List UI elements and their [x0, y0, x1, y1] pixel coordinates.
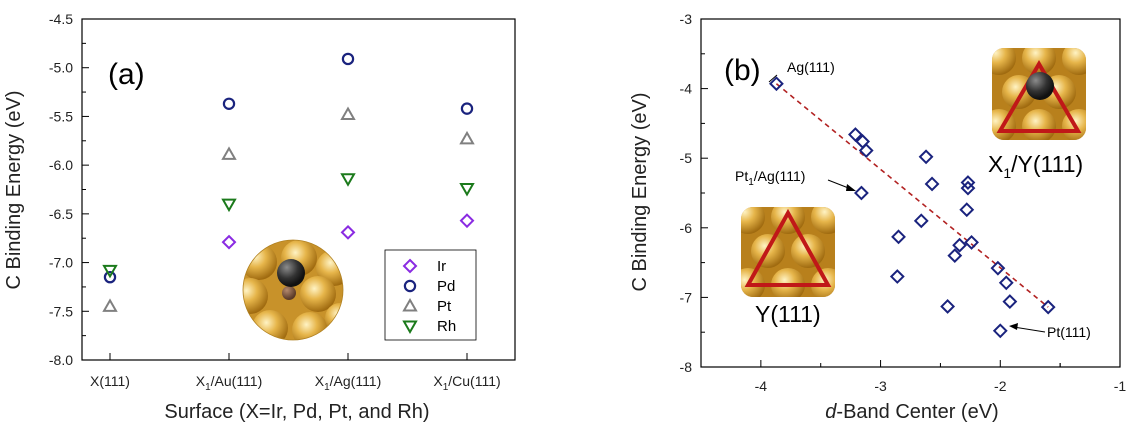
chart-a-point-ir — [459, 213, 475, 229]
chart-b-y-label: C Binding Energy (eV) — [629, 93, 651, 292]
chart-b-x-label: d-Band Center (eV) — [825, 401, 998, 423]
chart-b-x-axis: -4 -3 -2 -1 — [700, 360, 1127, 394]
chart-b-point — [940, 299, 956, 314]
chart-a-y-tick-label: -4.5 — [49, 11, 73, 27]
chart-b-inset-label-x1y: X1/Y(111) — [988, 151, 1083, 181]
chart-a-y-tick-label: -7.0 — [49, 255, 73, 271]
chart-a-y-tick-label: -5.0 — [49, 60, 73, 76]
chart-b-x-tick-label: -2 — [994, 378, 1007, 394]
chart-a-points — [102, 52, 475, 312]
chart-b-point — [998, 275, 1014, 291]
chart-b-point — [769, 76, 784, 92]
chart-b-annotation-ag111: Ag(111) — [787, 59, 835, 75]
chart-a-legend-label-ir: Ir — [437, 258, 446, 275]
chart-a-x-tick-label: X1/Cu(111) — [433, 373, 500, 393]
chart-a-point-rh — [221, 198, 237, 213]
chart-b-y-tick-label: -3 — [680, 11, 693, 27]
chart-a-x-label: Surface (X=Ir, Pd, Pt, and Rh) — [164, 401, 429, 423]
chart-a-legend-marker-pd — [403, 279, 417, 293]
chart-b-point — [891, 229, 906, 245]
chart-b-annotation-pt1ag111: Pt1/Ag(111) — [735, 168, 805, 188]
chart-a-point-pd — [460, 102, 474, 115]
chart-b-point — [947, 248, 963, 264]
chart-b-point — [848, 127, 863, 142]
chart-a-y-tick-label: -7.5 — [49, 303, 73, 319]
chart-b-x-tick-label: -4 — [755, 378, 768, 394]
chart-a-legend-label-pt: Pt — [437, 298, 452, 315]
chart-a-legend-label-pd: Pd — [437, 278, 455, 295]
chart-a-y-tick-label: -6.5 — [49, 206, 73, 222]
chart-a-legend-label-rh: Rh — [437, 318, 456, 335]
chart-b-x-tick-label: -3 — [874, 378, 887, 394]
chart-b-point — [960, 175, 976, 190]
chart-b-y-axis: -8 -7 -6 -5 -4 -3 — [680, 11, 708, 375]
chart-b-x-tick-label: -1 — [1114, 378, 1127, 394]
chart-a-y-label: C Binding Energy (eV) — [3, 91, 25, 290]
chart-a-point-rh — [459, 183, 475, 197]
chart-b-point — [918, 149, 934, 165]
chart-b-points — [769, 76, 1056, 339]
chart-b-annotation-pt1ag111-arrowhead — [846, 184, 856, 191]
chart-b-point — [924, 176, 940, 192]
chart-b-y-tick-label: -8 — [680, 359, 693, 375]
chart-b-annotation-pt111-arrowhead — [1009, 323, 1018, 330]
chart-b-point — [1040, 299, 1056, 315]
chart-a-point-pd — [103, 270, 117, 284]
chart-a: -8.0-7.5-7.0-6.5-6.0-5.5-5.0-4.5 X(111) X… — [3, 11, 516, 423]
chart-b: -8 -7 -6 -5 -4 -3 -4 -3 -2 -1 (b) C Binding Ener… — [629, 11, 1126, 423]
chart-b-inset-y — [741, 207, 835, 297]
chart-a-y-tick-label: -8.0 — [49, 352, 73, 368]
chart-a-panel-label: (a) — [108, 58, 145, 91]
chart-a-x-tick-label: X(111) — [90, 373, 130, 389]
chart-a-x-tick-label: X1/Ag(111) — [315, 373, 382, 393]
chart-a-y-axis: -8.0 -7.5 -7.0 -6.5 -6.0 -5.5 -5.0 -4.5 — [49, 11, 89, 368]
chart-b-y-tick-label: -6 — [680, 220, 693, 236]
chart-a-legend-marker-ir — [402, 258, 418, 274]
chart-a-point-ir — [221, 234, 237, 250]
chart-a-legend-marker-pt — [402, 297, 418, 312]
chart-b-y-tick-label: -4 — [680, 81, 693, 97]
chart-a-point-rh — [340, 173, 356, 187]
chart-b-point — [913, 213, 929, 229]
chart-a-point-rh — [102, 264, 118, 279]
chart-b-y-tick-label: -5 — [680, 150, 693, 166]
chart-a-legend-marker-rh — [402, 320, 418, 335]
chart-b-point — [1002, 294, 1018, 309]
chart-a-point-pd — [222, 97, 236, 110]
chart-b-y-tick-label: -7 — [680, 289, 693, 305]
chart-a-point-pt — [102, 298, 118, 312]
chart-b-annotation-ag111-leader — [768, 74, 778, 83]
chart-a-point-pd — [341, 52, 355, 66]
chart-a-x-tick-label: X1/Au(111) — [196, 373, 263, 393]
chart-b-point — [952, 237, 967, 253]
chart-b-point — [964, 235, 979, 250]
chart-a-legend-box — [384, 249, 477, 341]
chart-b-point — [854, 185, 869, 201]
chart-a-legend: Ir Pd Pt Rh — [384, 249, 477, 341]
chart-b-annotation-pt111: Pt(111) — [1047, 324, 1091, 340]
chart-b-point — [990, 260, 1006, 276]
chart-b-point — [858, 143, 874, 158]
chart-b-point — [959, 202, 975, 218]
chart-a-point-pt — [221, 146, 237, 160]
chart-b-panel-label: (b) — [724, 54, 761, 87]
chart-b-point — [960, 180, 976, 196]
chart-b-fit-line — [775, 83, 1049, 308]
chart-a-y-tick-label: -6.0 — [49, 157, 73, 173]
chart-a-point-pt — [459, 130, 475, 145]
chart-b-annotation-pt111-arrow — [1013, 326, 1046, 333]
chart-a-point-ir — [340, 224, 356, 240]
chart-b-point — [889, 269, 905, 284]
chart-b-point — [992, 323, 1008, 339]
chart-b-inset-label-y: Y(111) — [755, 301, 821, 327]
chart-a-inset-sphere — [242, 239, 344, 341]
chart-a-x-axis: X(111) X1/Au(111) X1/Ag(111) X1/Cu(111) — [90, 353, 501, 393]
chart-b-inset-x1y — [992, 48, 1086, 140]
chart-a-point-pt — [340, 106, 356, 120]
chart-a-y-tick-label: -5.5 — [49, 108, 73, 124]
